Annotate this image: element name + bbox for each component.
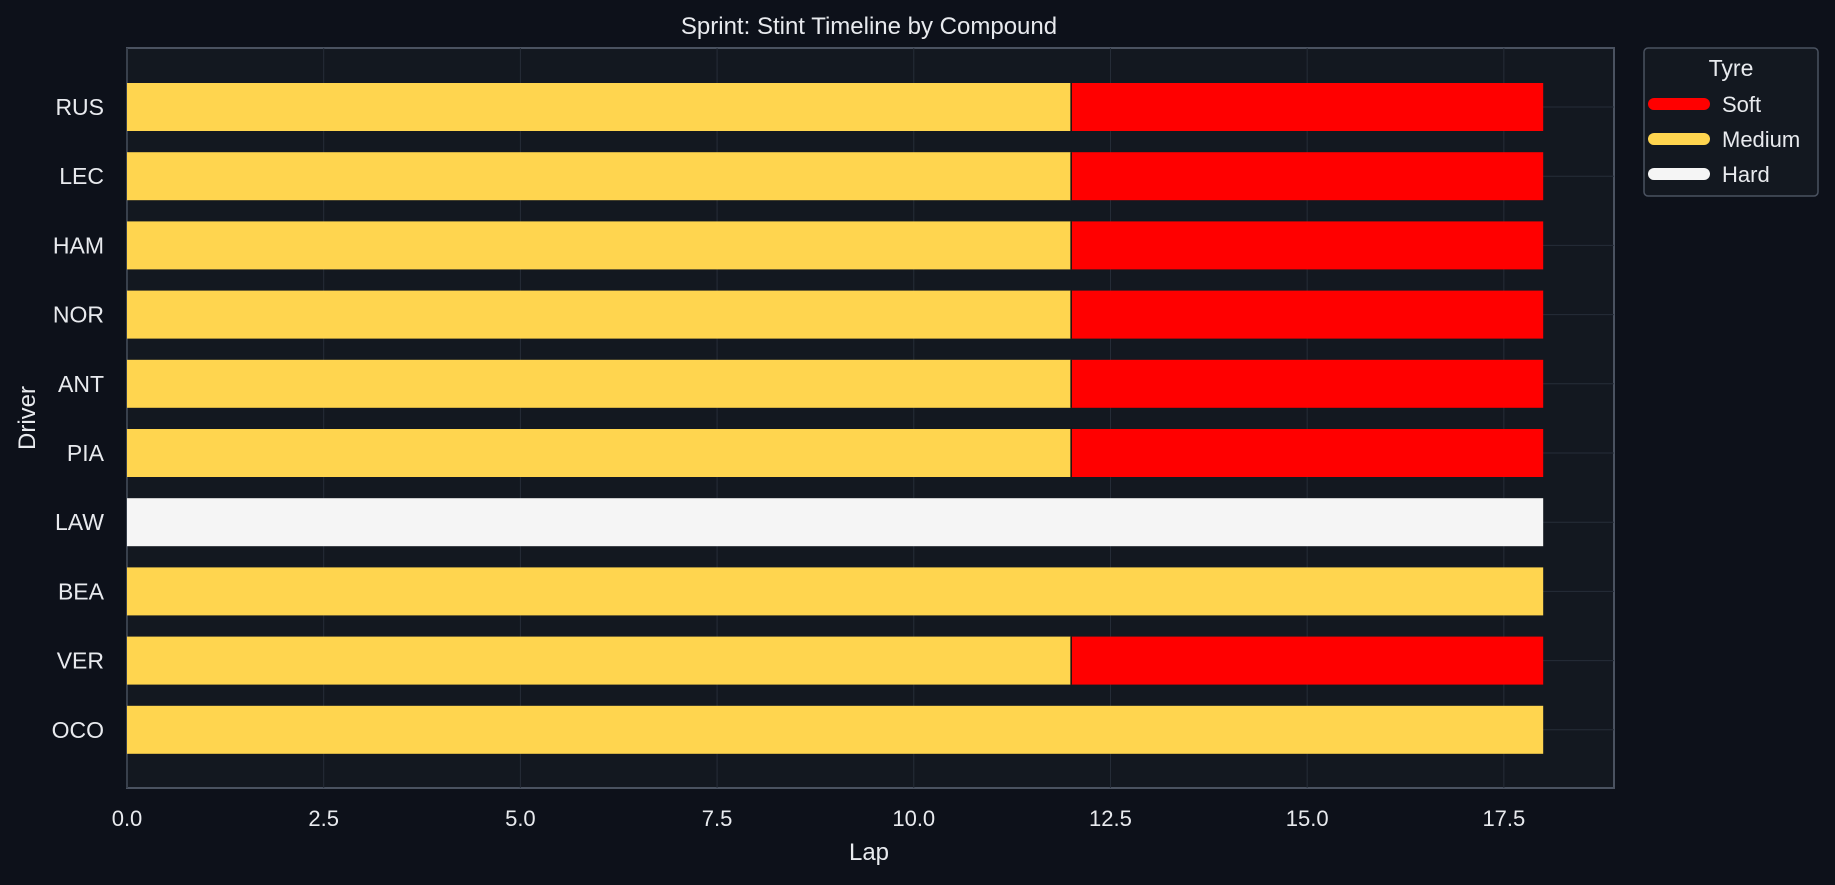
driver-label-ant: ANT bbox=[58, 371, 104, 397]
driver-label-ham: HAM bbox=[53, 232, 104, 258]
stint-bar-ham-soft bbox=[1071, 221, 1544, 270]
x-tick-label: 0.0 bbox=[112, 806, 143, 831]
driver-label-nor: NOR bbox=[53, 302, 104, 328]
x-tick-label: 17.5 bbox=[1482, 806, 1525, 831]
legend-label-hard: Hard bbox=[1722, 162, 1770, 187]
stint-bar-rus-medium bbox=[127, 83, 1072, 131]
legend-entries: Soft Medium Hard bbox=[1648, 92, 1800, 187]
stint-bar-nor-soft bbox=[1071, 290, 1544, 339]
x-tick-label: 12.5 bbox=[1089, 806, 1132, 831]
driver-tick-labels: RUS LEC HAM NOR ANT PIA LAW BEA VER OCO bbox=[52, 94, 105, 743]
stint-bar-pia-soft bbox=[1071, 429, 1544, 477]
stint-bar-law-hard bbox=[127, 498, 1544, 547]
stint-bar-lec-medium bbox=[127, 152, 1072, 201]
legend: Tyre Soft Medium Hard bbox=[1643, 47, 1819, 197]
stint-bars bbox=[127, 83, 1544, 754]
x-tick-label: 15.0 bbox=[1286, 806, 1329, 831]
stint-bar-ham-medium bbox=[127, 221, 1072, 270]
driver-label-rus: RUS bbox=[55, 94, 104, 120]
lap-tick-labels: 0.0 2.5 5.0 7.5 10.0 12.5 15.0 17.5 bbox=[112, 806, 1526, 831]
legend-title: Tyre bbox=[1709, 55, 1754, 81]
stint-bar-bea-medium bbox=[127, 567, 1544, 616]
y-axis-label: Driver bbox=[14, 386, 41, 450]
x-tick-label: 7.5 bbox=[702, 806, 733, 831]
stint-bar-rus-soft bbox=[1071, 83, 1544, 131]
chart-title: Sprint: Stint Timeline by Compound bbox=[681, 13, 1057, 40]
driver-label-law: LAW bbox=[55, 509, 104, 535]
driver-label-ver: VER bbox=[57, 648, 104, 674]
stint-bar-ant-medium bbox=[127, 359, 1072, 408]
x-tick-label: 5.0 bbox=[505, 806, 536, 831]
stint-bar-ver-medium bbox=[127, 636, 1072, 685]
driver-label-pia: PIA bbox=[67, 440, 105, 466]
stint-bar-oco-medium bbox=[127, 705, 1544, 754]
driver-label-oco: OCO bbox=[52, 717, 104, 743]
driver-label-lec: LEC bbox=[59, 163, 104, 189]
x-axis-label: Lap bbox=[849, 839, 889, 866]
stint-bar-ant-soft bbox=[1071, 359, 1544, 408]
stint-bar-nor-medium bbox=[127, 290, 1072, 339]
stint-bar-pia-medium bbox=[127, 429, 1072, 477]
driver-label-bea: BEA bbox=[58, 578, 105, 604]
legend-label-medium: Medium bbox=[1722, 127, 1800, 152]
stint-bar-lec-soft bbox=[1071, 152, 1544, 201]
legend-label-soft: Soft bbox=[1722, 92, 1761, 117]
x-tick-label: 2.5 bbox=[308, 806, 339, 831]
x-tick-label: 10.0 bbox=[892, 806, 935, 831]
stint-bar-ver-soft bbox=[1071, 636, 1544, 685]
legend-box bbox=[1643, 47, 1819, 197]
